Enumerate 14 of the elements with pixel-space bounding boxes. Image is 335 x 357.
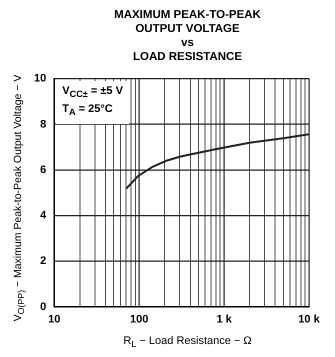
annotation: V$_{CC±}$ = ±5 V	[62, 84, 123, 101]
x-tick-label: 10 k	[298, 313, 321, 326]
y-tick-label: 8	[40, 118, 46, 130]
y-tick-label: 10	[34, 72, 46, 85]
y-tick-label: 6	[40, 164, 46, 176]
x-tick-label: 100	[130, 313, 148, 326]
x-axis-title: R$_{L}$ − Load Resistance − Ω	[122, 335, 253, 350]
x-tick-label: 10	[48, 313, 60, 326]
y-tick-label: 0	[40, 300, 46, 313]
chart-title: MAXIMUM PEAK-TO-PEAK OUTPUT VOLTAGE vs LOAD RESISTANCE	[113, 8, 262, 64]
y-tick-label: 2	[40, 255, 46, 268]
x-tick-label: 1 k	[216, 313, 233, 326]
y-tick-label: 4	[40, 210, 48, 222]
annotation: T$_{A}$ = 25°C	[62, 102, 114, 119]
